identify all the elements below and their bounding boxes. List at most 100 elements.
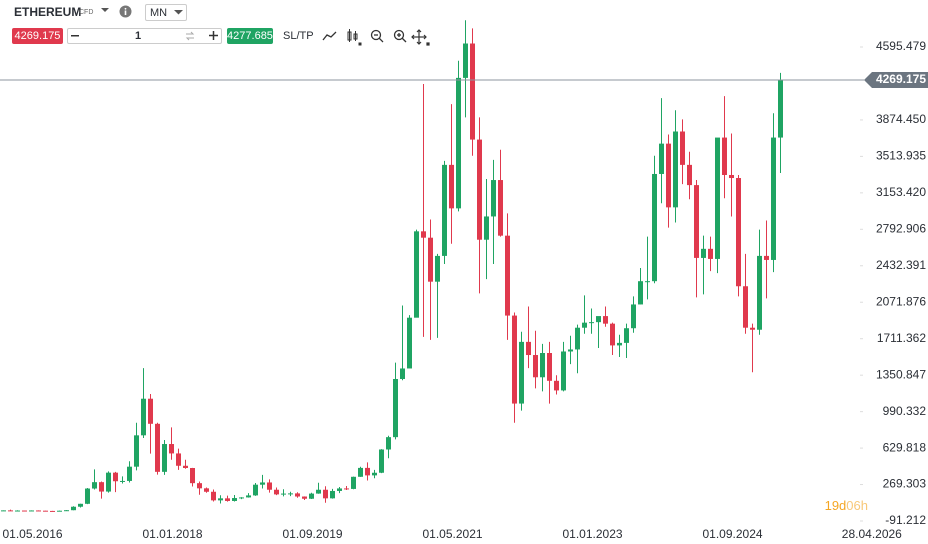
candle-body <box>316 489 321 494</box>
candle-body <box>659 143 664 174</box>
candle <box>239 497 244 500</box>
candle <box>29 510 34 512</box>
zoom-out-icon[interactable] <box>370 29 384 43</box>
countdown-hours: 06h <box>846 498 868 513</box>
candle <box>645 236 650 300</box>
candle-body <box>218 498 223 501</box>
x-tick-label: 01.09.2019 <box>283 527 343 541</box>
candle <box>176 448 181 470</box>
candle <box>736 174 741 297</box>
candle <box>379 449 384 474</box>
candle <box>582 295 587 334</box>
candle-body <box>491 180 496 217</box>
symbol[interactable]: ETHEREUM <box>14 5 82 19</box>
y-tick-label: 629.818 <box>883 440 927 454</box>
info-icon[interactable] <box>119 5 132 18</box>
candle-body <box>750 327 755 330</box>
candle <box>477 117 482 294</box>
candle <box>36 510 41 512</box>
candle <box>484 179 489 280</box>
candle-body <box>561 351 566 391</box>
candle-body <box>519 341 524 404</box>
caret <box>174 10 183 15</box>
candle <box>624 323 629 359</box>
candle <box>463 20 468 118</box>
candle <box>428 219 433 340</box>
swap-icon[interactable] <box>185 31 195 41</box>
candle-body <box>281 493 286 495</box>
buy-button[interactable]: 4277.685 <box>227 28 273 44</box>
candle <box>372 469 377 479</box>
candle-body <box>505 235 510 316</box>
candle <box>764 220 769 299</box>
candle <box>400 305 405 381</box>
candle-body <box>337 488 342 491</box>
candle <box>295 492 300 498</box>
candle-body <box>211 491 216 501</box>
candle <box>351 476 356 490</box>
candle-body <box>596 316 601 323</box>
candle <box>407 315 412 369</box>
candle-body <box>309 493 314 499</box>
candle-body <box>687 164 692 186</box>
plus-button[interactable] <box>209 31 218 40</box>
candle <box>57 510 62 512</box>
candle <box>638 268 643 305</box>
y-tick-label: 2792.906 <box>876 221 926 235</box>
candle <box>512 312 517 423</box>
candle <box>757 229 762 335</box>
quantity-input[interactable]: 1 <box>67 28 222 44</box>
pan-icon[interactable] <box>411 29 430 46</box>
timeframe-select[interactable]: MN <box>145 4 187 21</box>
x-tick-label: 28.04.2026 <box>842 527 902 541</box>
candle <box>435 253 440 338</box>
symbol-dropdown[interactable] <box>100 7 110 13</box>
y-tick-label: 3153.420 <box>876 185 926 199</box>
candle-body <box>169 444 174 454</box>
candle-body <box>358 467 363 477</box>
zoom-in-icon[interactable] <box>393 29 407 43</box>
candle <box>365 462 370 481</box>
candle-body <box>771 137 776 260</box>
candle <box>519 331 524 411</box>
sl-tp-button[interactable]: SL/TP <box>283 30 314 42</box>
candle-body <box>120 480 125 482</box>
candle-body <box>603 316 608 324</box>
minus-button[interactable] <box>71 35 79 37</box>
instrument-type: CFD <box>79 9 94 16</box>
candle-body <box>498 180 503 236</box>
candle-body <box>50 510 55 512</box>
candle-body <box>407 317 412 369</box>
candle <box>708 236 713 272</box>
candle-body <box>526 341 531 356</box>
candle <box>470 28 475 156</box>
last-price-tag <box>864 71 928 88</box>
candle-body <box>743 286 748 328</box>
candle <box>750 323 755 373</box>
candle-body <box>127 466 132 481</box>
sell-button[interactable]: 4269.175 <box>12 28 63 44</box>
candle-body <box>757 255 762 330</box>
candle <box>127 461 132 483</box>
candle-body <box>323 489 328 499</box>
candle <box>575 324 580 374</box>
candle <box>190 467 195 487</box>
candle-body <box>568 349 573 352</box>
candle-body <box>148 398 153 424</box>
candle-body <box>729 174 734 179</box>
candle-type-icon[interactable] <box>347 29 362 46</box>
candle <box>155 422 160 475</box>
candle-body <box>512 315 517 404</box>
candle-body <box>645 281 650 283</box>
candle-body <box>715 137 720 259</box>
candle <box>316 482 321 494</box>
candle <box>631 296 636 333</box>
candle-body <box>295 493 300 497</box>
candle <box>337 487 342 494</box>
line-type-icon[interactable] <box>322 31 337 41</box>
candle-body <box>617 342 622 346</box>
last-price-label: 4269.175 <box>876 72 926 86</box>
y-tick-label: 4595.479 <box>876 39 926 53</box>
